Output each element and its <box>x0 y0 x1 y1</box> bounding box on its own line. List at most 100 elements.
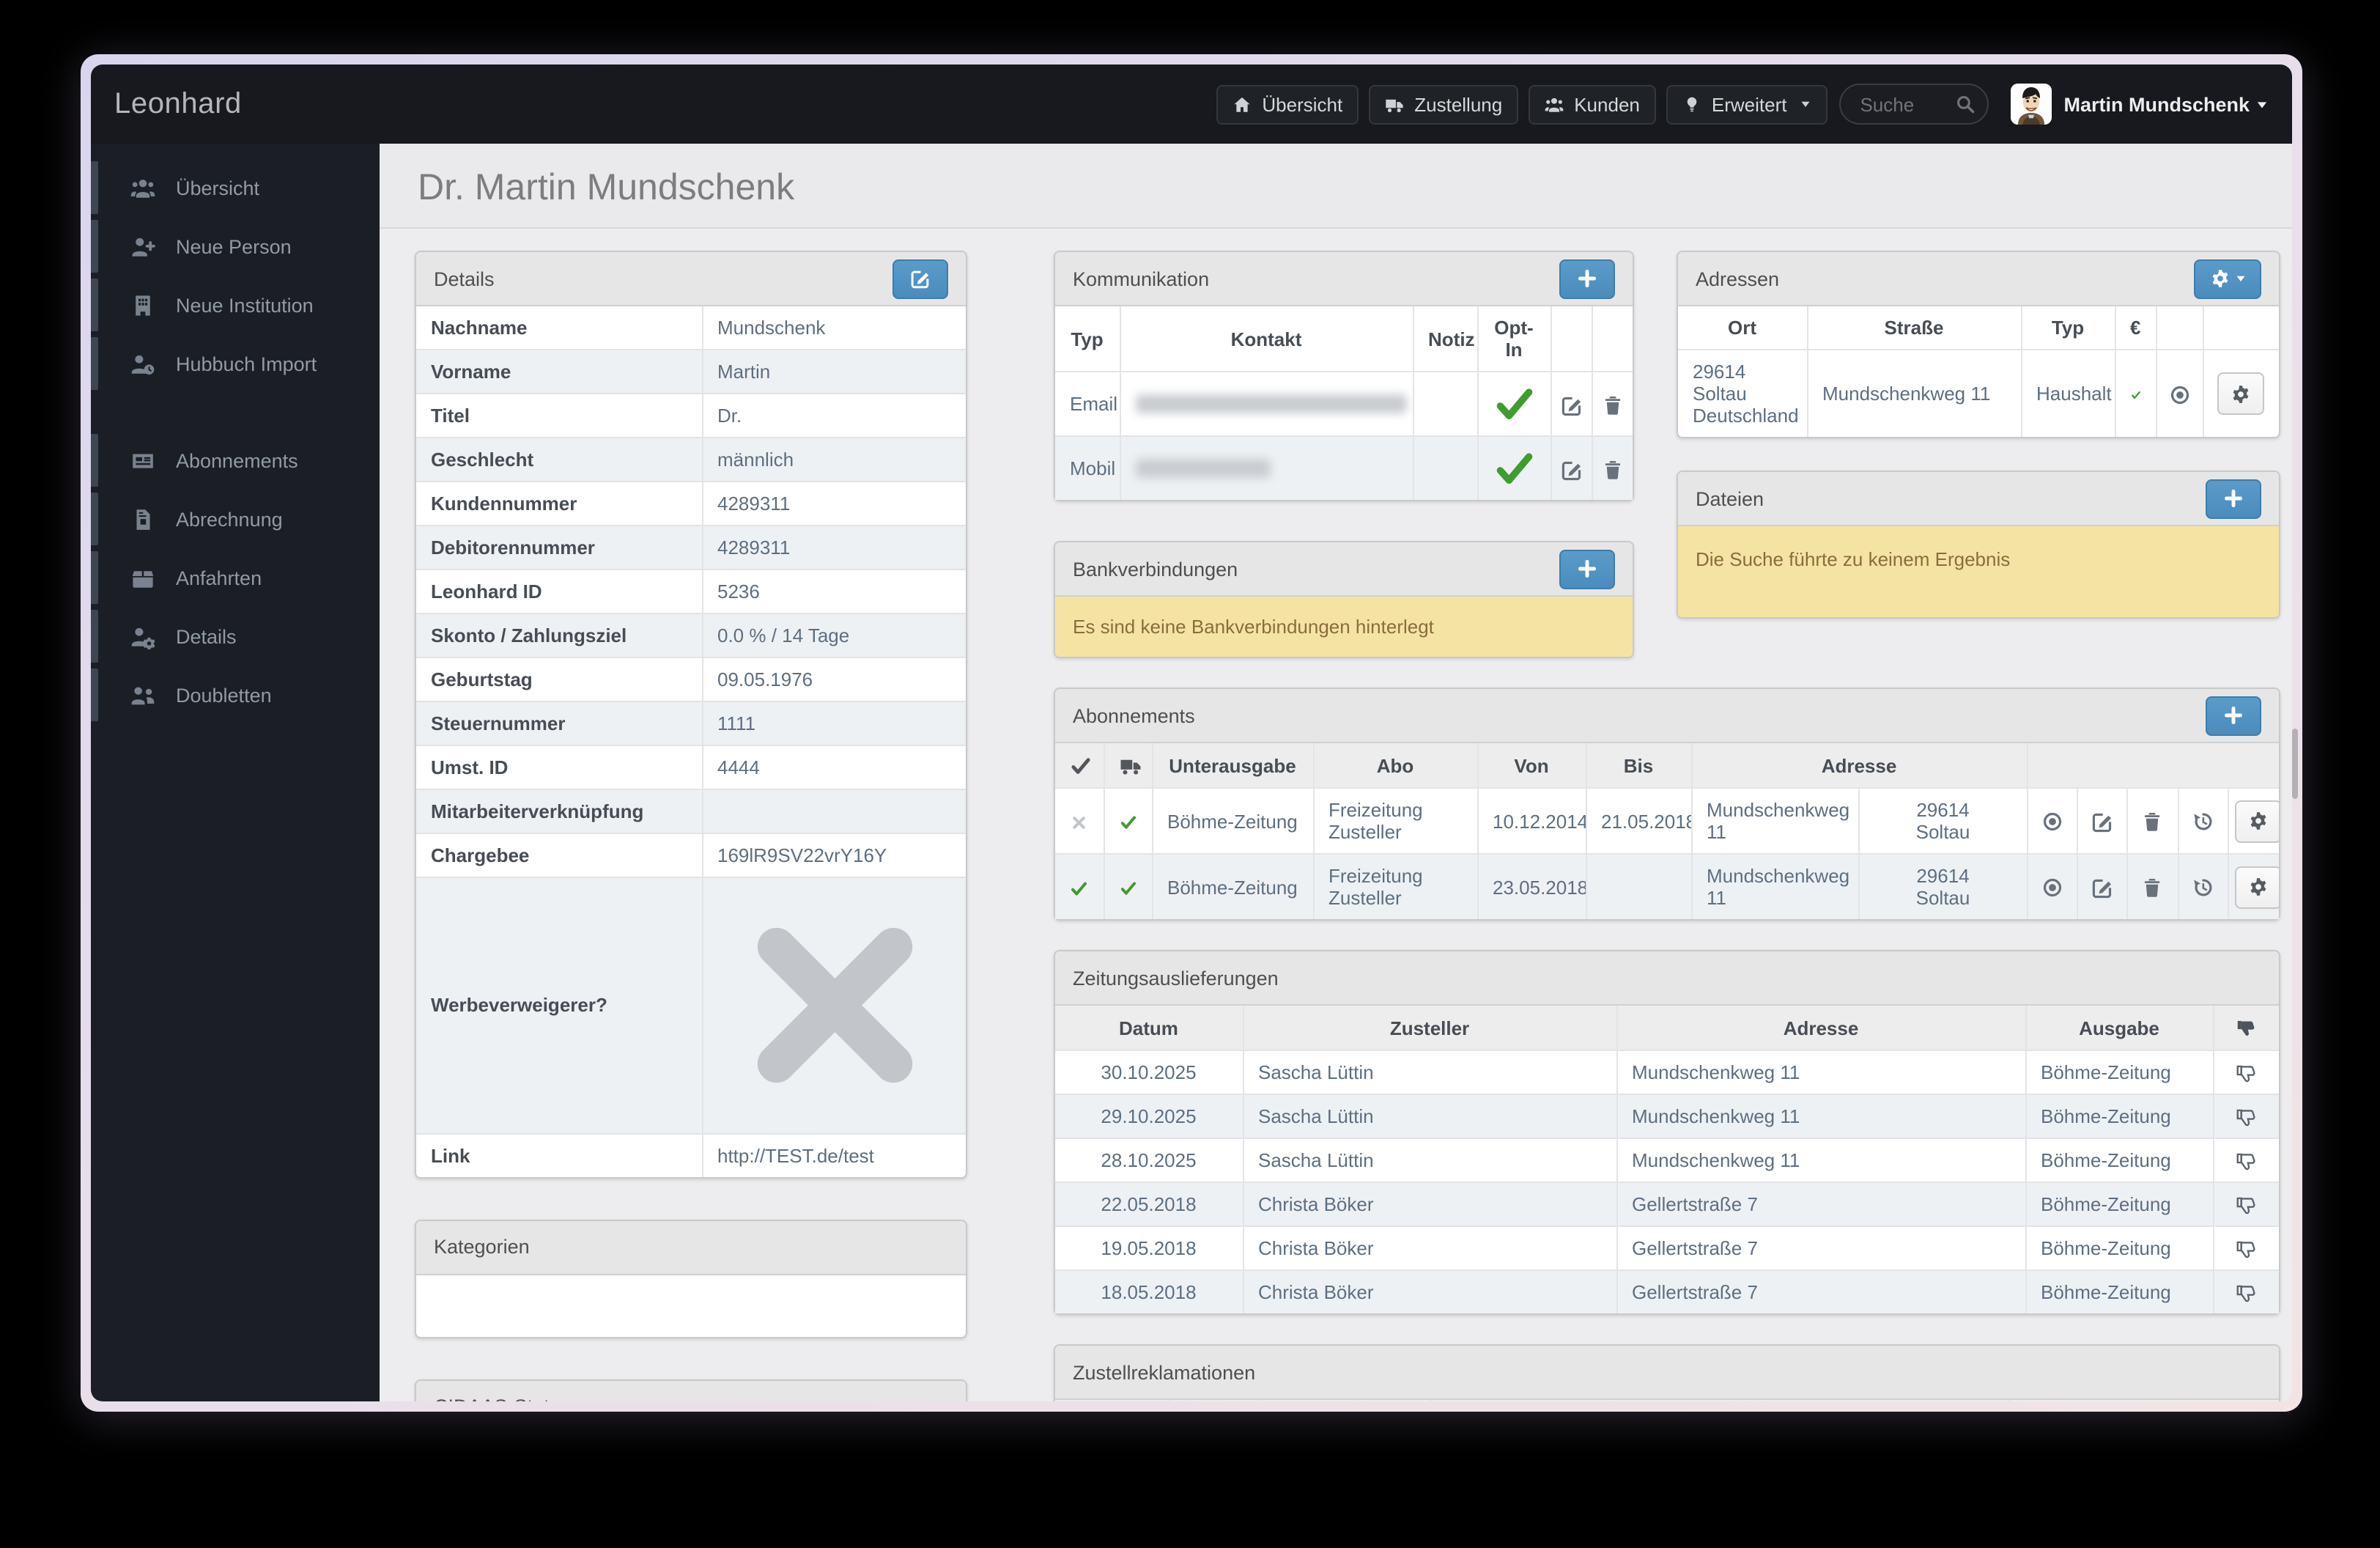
abo-settings-button[interactable] <box>2235 866 2277 909</box>
abo-von: 23.05.2018 <box>1477 853 1586 921</box>
sidebar-item-label: Abrechnung <box>176 508 283 530</box>
eye-icon[interactable] <box>2168 383 2190 405</box>
avatar-image <box>2011 84 2052 125</box>
details-row: Titel Dr. <box>415 393 967 438</box>
thumbs-down-icon[interactable] <box>2236 1238 2258 1260</box>
komm-kontakt-redacted <box>1119 435 1413 501</box>
kommunikation-title: Kommunikation <box>1073 268 1210 290</box>
lief-row: 22.05.2018 Christa Böker Gellertstraße 7 Bö… <box>1054 1182 2280 1228</box>
lief-col-datum: Datum <box>1054 1005 1243 1052</box>
history-icon[interactable] <box>2192 811 2214 833</box>
sidebar-item-abrechnung[interactable]: Abrechnung <box>91 490 380 548</box>
details-value: Martin <box>701 349 967 394</box>
abo-strasse: Mundschenkweg 11 <box>1690 853 1860 921</box>
check-icon <box>1071 758 1090 774</box>
trash-icon[interactable] <box>1602 458 1624 480</box>
lief-datum: 18.05.2018 <box>1054 1269 1243 1315</box>
sidebar-item-neue-institution[interactable]: Neue Institution <box>91 276 380 334</box>
reklamationen-table <box>1054 1399 2280 1401</box>
eye-icon[interactable] <box>2041 811 2063 833</box>
abonnements-panel: Abonnements Unterausgabe Abo Von Bis Adresse… <box>1054 688 2280 921</box>
zeitungsauslieferungen-panel: Zeitungsauslieferungen Datum Zusteller Adr… <box>1054 950 2280 1316</box>
check-icon <box>1496 388 1532 420</box>
history-icon[interactable] <box>2192 877 2214 899</box>
search-input[interactable] <box>1839 84 1989 125</box>
nav-item-kunden[interactable]: Kunden <box>1529 84 1656 124</box>
check-icon <box>2131 391 2140 399</box>
gear-icon <box>2250 812 2266 830</box>
thumbs-down-icon[interactable] <box>2236 1194 2258 1216</box>
abo-settings-button[interactable] <box>2235 800 2277 843</box>
adr-settings-button[interactable] <box>2217 372 2265 415</box>
add-bank-button[interactable] <box>1559 549 1615 589</box>
trash-icon[interactable] <box>2142 877 2164 899</box>
eye-icon[interactable] <box>2041 877 2063 899</box>
adr-col-typ: Typ <box>2020 306 2115 350</box>
details-label: Vorname <box>415 349 703 394</box>
lief-datum: 28.10.2025 <box>1054 1138 1243 1184</box>
lief-col-adresse: Adresse <box>1616 1005 2026 1052</box>
abo-row: Böhme-Zeitung Freizeitung Zusteller 23.05.2… <box>1054 853 2280 921</box>
nav-item-zustellung[interactable]: Zustellung <box>1369 84 1519 124</box>
thumbs-down-icon[interactable] <box>2236 1062 2258 1084</box>
edit-details-button[interactable] <box>892 259 948 298</box>
adressen-settings-button[interactable] <box>2194 259 2261 298</box>
sidebar-item-hubbuch-import[interactable]: Hubbuch Import <box>91 334 380 393</box>
lief-zusteller: Sascha Lüttin <box>1242 1138 1617 1184</box>
main-content: Dr. Martin Mundschenk Details <box>380 144 2292 1401</box>
dateien-empty-alert: Die Suche führte zu keinem Ergebnis <box>1678 526 2279 617</box>
details-label: Steuernummer <box>415 701 703 746</box>
sidebar-item-doubletten[interactable]: Doubletten <box>91 666 380 724</box>
edit-icon[interactable] <box>2091 811 2113 833</box>
details-value: Dr. <box>701 393 967 438</box>
komm-optin <box>1477 435 1551 501</box>
thumbs-down-icon[interactable] <box>2236 1106 2258 1128</box>
scrollbar-thumb[interactable] <box>2292 729 2298 799</box>
user-menu[interactable]: Martin Mundschenk <box>2063 93 2269 115</box>
cidaas-title: CIDAAS-Status <box>434 1396 570 1401</box>
nav-item-bersicht[interactable]: Übersicht <box>1216 84 1359 124</box>
details-label: Skonto / Zahlungsziel <box>415 613 703 658</box>
lief-ausgabe: Böhme-Zeitung <box>2025 1094 2214 1140</box>
sidebar-item-anfahrten[interactable]: Anfahrten <box>91 548 380 607</box>
details-label: Link <box>415 1132 703 1177</box>
sidebar-item--bersicht[interactable]: Übersicht <box>91 158 380 217</box>
sidebar-item-label: Übersicht <box>176 177 260 199</box>
sidebar-item-neue-person[interactable]: Neue Person <box>91 217 380 276</box>
sidebar-item-label: Doubletten <box>176 684 272 706</box>
details-panel: Details Nachname Mundschenk Vorname Martin T… <box>415 251 967 1178</box>
add-abonnement-button[interactable] <box>2206 696 2261 735</box>
add-kommunikation-button[interactable] <box>1559 259 1615 298</box>
trash-icon[interactable] <box>1602 394 1624 416</box>
lief-row: 30.10.2025 Sascha Lüttin Mundschenkweg 11 B… <box>1054 1050 2280 1096</box>
abo-col-adresse: Adresse <box>1690 742 2028 789</box>
details-value: 4289311 <box>701 481 967 526</box>
edit-icon[interactable] <box>1560 458 1582 480</box>
avatar[interactable] <box>2011 84 2052 125</box>
details-value <box>701 877 967 1134</box>
abo-row: Böhme-Zeitung Freizeitung Zusteller 10.12.2… <box>1054 787 2280 855</box>
lief-col-zusteller: Zusteller <box>1242 1005 1617 1052</box>
sidebar-group-gap <box>91 393 380 431</box>
check-icon <box>1120 882 1136 895</box>
users-icon <box>1545 97 1564 111</box>
details-value: Mundschenk <box>701 306 967 350</box>
trash-icon[interactable] <box>2142 811 2164 833</box>
edit-icon[interactable] <box>1560 394 1582 416</box>
details-value: 4444 <box>701 745 967 790</box>
details-label: Geschlecht <box>415 437 703 482</box>
lief-row: 18.05.2018 Christa Böker Gellertstraße 7 Bö… <box>1054 1269 2280 1315</box>
add-datei-button[interactable] <box>2206 479 2261 518</box>
thumbs-down-icon[interactable] <box>2236 1282 2258 1304</box>
komm-col-kontakt: Kontakt <box>1119 306 1413 372</box>
details-row: Kundennummer 4289311 <box>415 481 967 526</box>
details-label: Umst. ID <box>415 745 703 790</box>
sidebar-item-abonnements[interactable]: Abonnements <box>91 431 380 490</box>
lief-ausgabe: Böhme-Zeitung <box>2025 1182 2214 1228</box>
edit-icon[interactable] <box>2091 877 2113 899</box>
thumbs-down-icon[interactable] <box>2236 1150 2258 1172</box>
nav-item-erweitert[interactable]: Erweitert <box>1666 84 1828 124</box>
sidebar-item-details[interactable]: Details <box>91 607 380 666</box>
lief-adresse: Gellertstraße 7 <box>1616 1182 2026 1228</box>
sidebar-item-label: Details <box>176 625 237 647</box>
